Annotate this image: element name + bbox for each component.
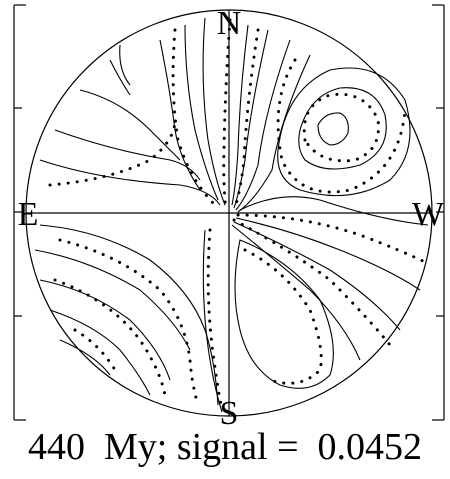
label-west: W [412, 196, 445, 233]
label-east: E [18, 196, 39, 233]
label-north: N [217, 5, 242, 42]
dotted-contours [48, 18, 427, 412]
label-south: S [220, 395, 239, 432]
solid-contours [34, 17, 429, 413]
frame-ticks [13, 4, 445, 421]
caption: 440 My; signal = 0.0452 [27, 426, 423, 468]
axis-cross [26, 10, 432, 416]
